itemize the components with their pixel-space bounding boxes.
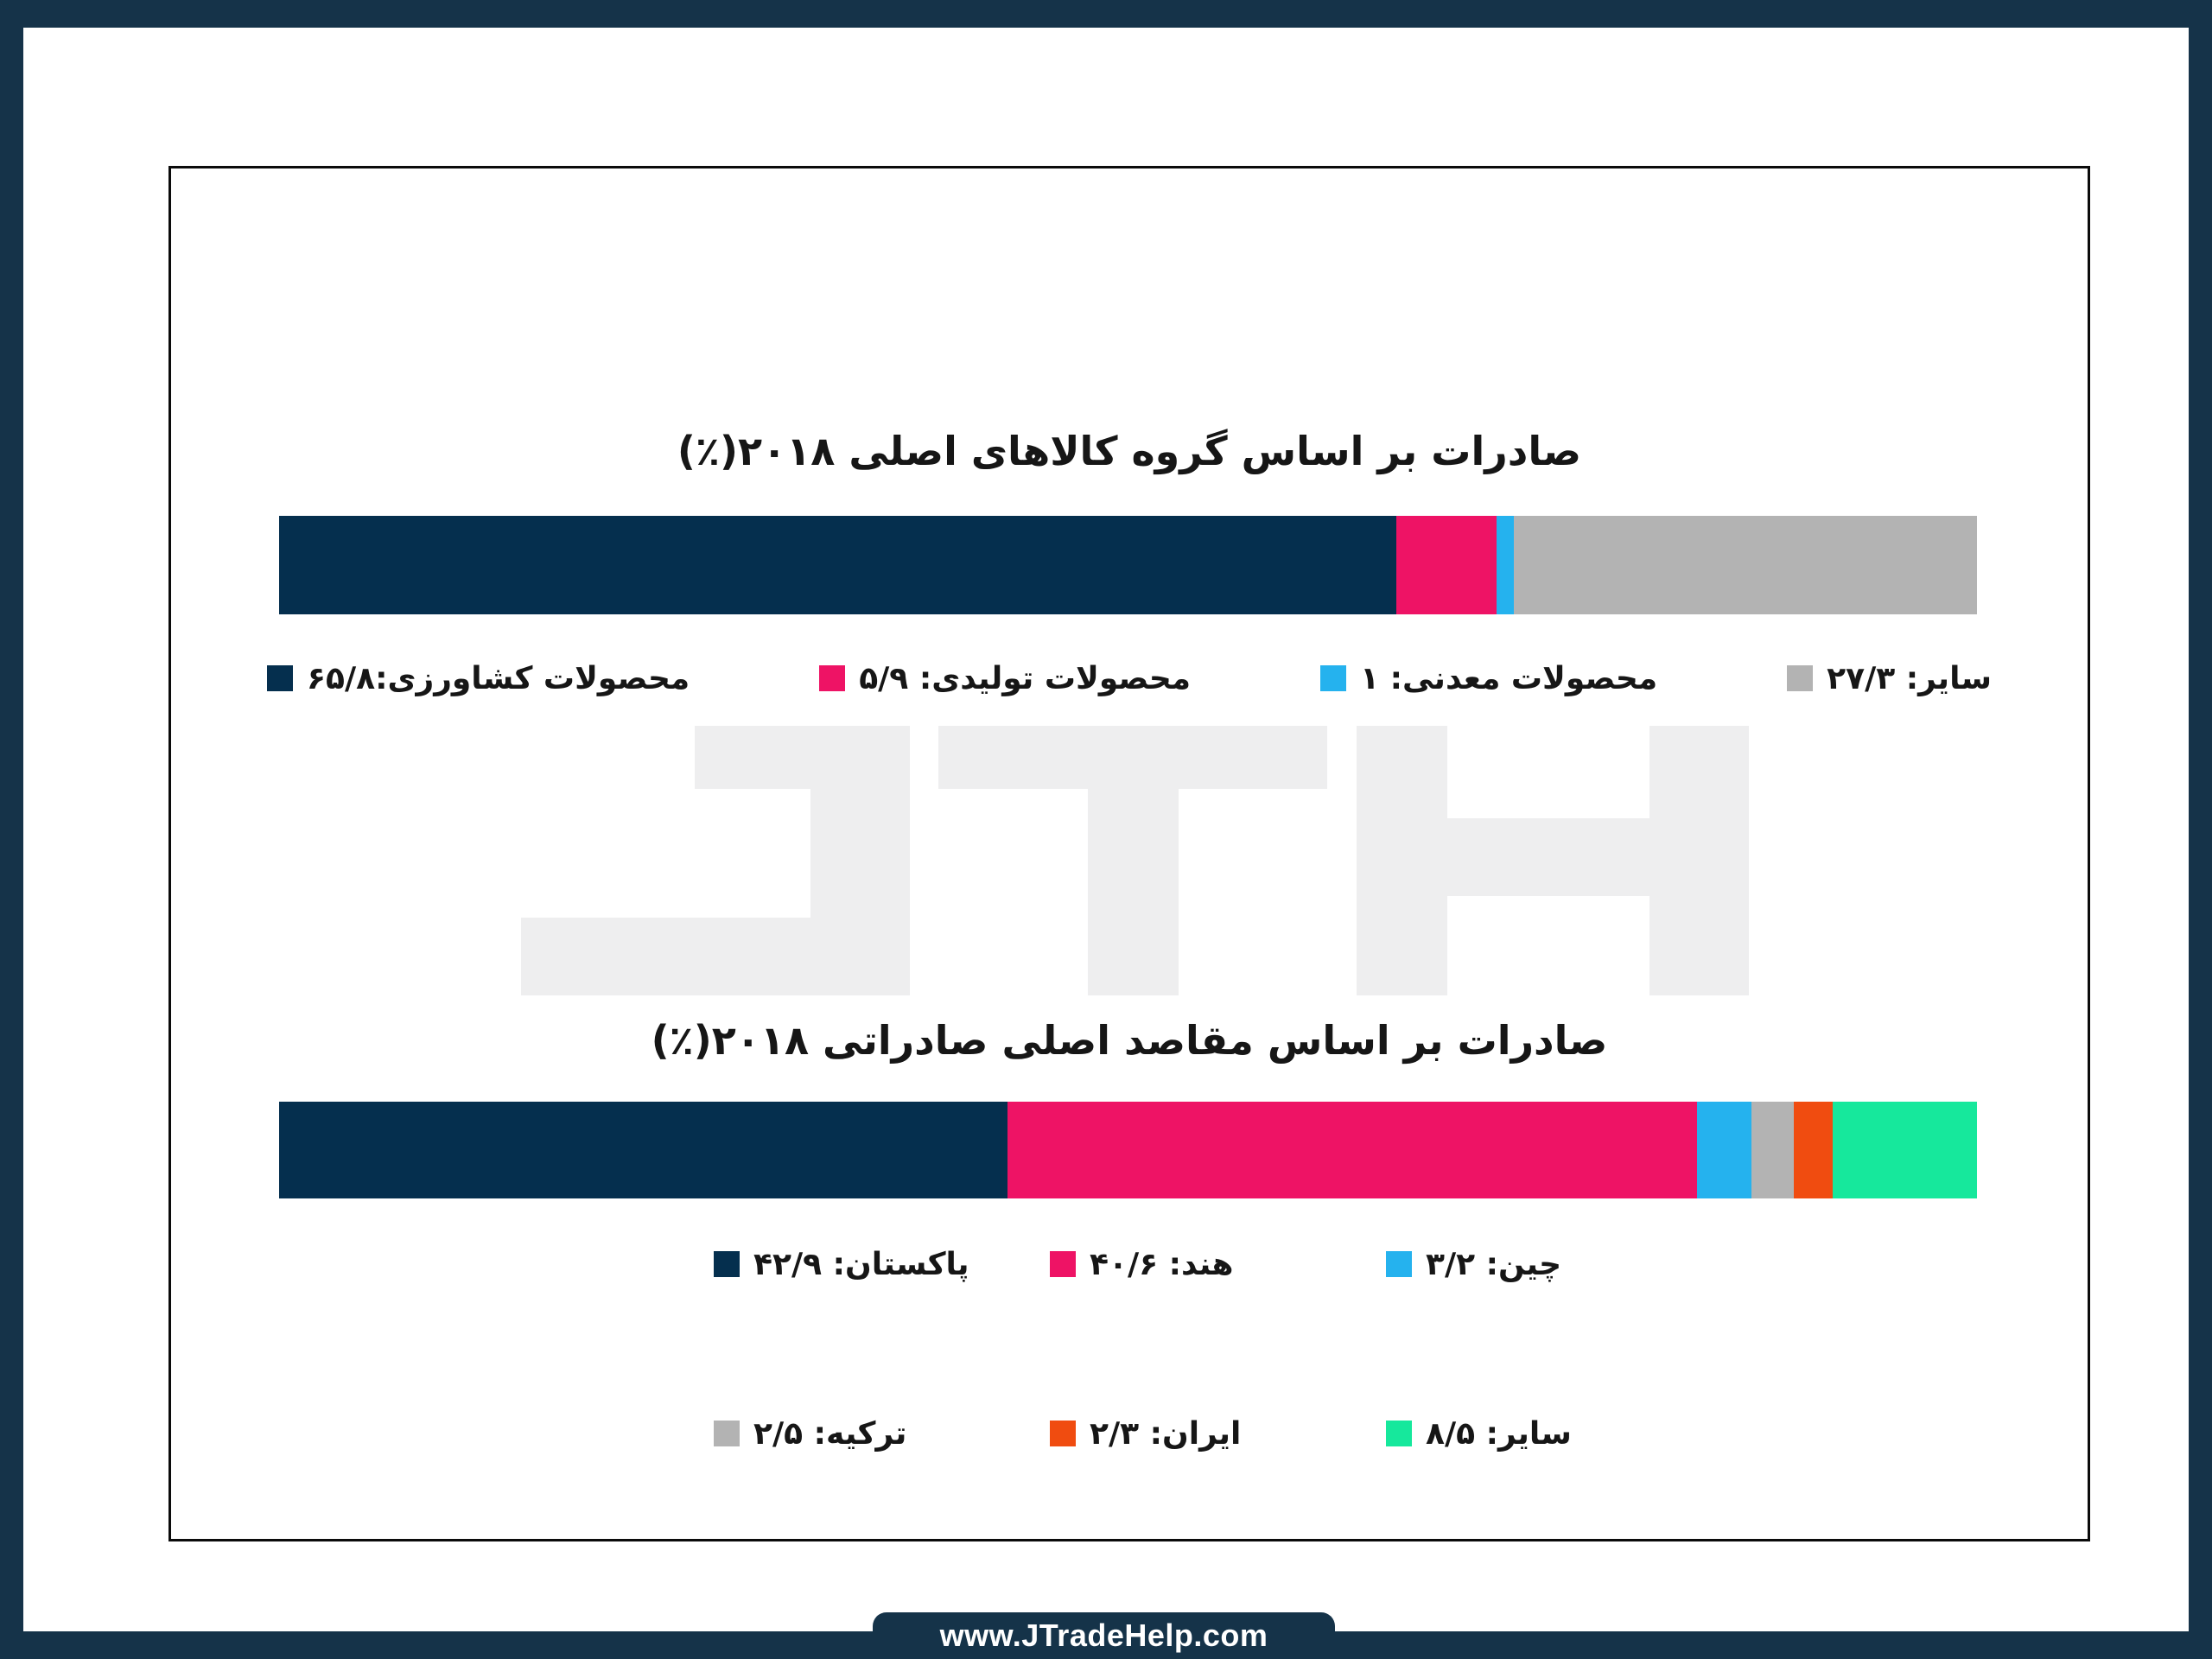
jth-watermark-logo — [521, 726, 1749, 995]
legend-item-pakistan: پاکستان: ۴۲/۹ — [714, 1238, 1050, 1290]
legend-item-iran: ایران: ۲/۳ — [1050, 1408, 1386, 1459]
legend-swatch-agricultural-products — [267, 665, 293, 691]
bar-segment-china — [1696, 1102, 1751, 1198]
bar-segment-other — [1832, 1102, 1977, 1198]
legend-label-pakistan: پاکستان: ۴۲/۹ — [753, 1246, 969, 1282]
chart1-title: صادرات بر اساس گروه کالاهای اصلی ۲۰۱۸(٪) — [677, 428, 1582, 474]
chart2-title: صادرات بر اساس مقاصد اصلی صادراتی ۲۰۱۸(٪… — [651, 1017, 1608, 1064]
legend-swatch-other — [1386, 1421, 1412, 1446]
bar-segment-india — [1007, 1102, 1697, 1198]
jth-logo-icon — [521, 726, 1749, 995]
chart2-legend: پاکستان: ۴۲/۹ هند: ۴۰/۶ چین: ۳/۲ ترکیه: ۲/۵… — [714, 1238, 1722, 1459]
website-url: www.JTradeHelp.com — [939, 1618, 1268, 1653]
legend-swatch-india — [1050, 1251, 1076, 1277]
legend-swatch-iran — [1050, 1421, 1076, 1446]
bar-segment-agricultural-products — [279, 516, 1396, 614]
legend-swatch-mineral-products — [1320, 665, 1347, 691]
legend-item-agricultural-products: محصولات کشاورزی:۶۵/۸ — [267, 652, 690, 704]
legend-label-other: سایر: ۲۷/۳ — [1827, 660, 1992, 696]
legend-swatch-pakistan — [714, 1251, 740, 1277]
chart1-legend: محصولات کشاورزی:۶۵/۸ محصولات تولیدی: ۵/۹ م… — [171, 652, 2088, 704]
legend-item-china: چین: ۳/۲ — [1386, 1238, 1722, 1290]
legend-label-turkey: ترکیه: ۲/۵ — [753, 1415, 907, 1452]
chart2-stacked-bar — [279, 1102, 1977, 1198]
legend-swatch-manufactured-products — [819, 665, 846, 691]
website-tab: www.JTradeHelp.com — [873, 1612, 1335, 1659]
legend-label-india: هند: ۴۰/۶ — [1090, 1246, 1234, 1282]
bar-segment-other — [1513, 516, 1977, 614]
legend-swatch-china — [1386, 1251, 1412, 1277]
bar-segment-mineral-products — [1496, 516, 1514, 614]
chart-container: صادرات بر اساس گروه کالاهای اصلی ۲۰۱۸(٪)… — [168, 166, 2090, 1541]
legend-label-agricultural-products: محصولات کشاورزی:۶۵/۸ — [307, 660, 690, 696]
bar-segment-turkey — [1751, 1102, 1794, 1198]
bar-segment-manufactured-products — [1395, 516, 1497, 614]
legend-item-mineral-products: محصولات معدنی: ۱ — [1320, 652, 1657, 704]
legend-label-china: چین: ۳/۲ — [1426, 1246, 1562, 1282]
chart1-stacked-bar — [279, 516, 1977, 614]
legend-label-other: سایر: ۸/۵ — [1426, 1415, 1572, 1452]
legend-item-manufactured-products: محصولات تولیدی: ۵/۹ — [819, 652, 1191, 704]
legend-swatch-other — [1787, 665, 1814, 691]
bar-segment-pakistan — [279, 1102, 1007, 1198]
legend-item-other: سایر: ۲۷/۳ — [1787, 652, 1992, 704]
legend-label-mineral-products: محصولات معدنی: ۱ — [1360, 660, 1658, 696]
legend-item-other: سایر: ۸/۵ — [1386, 1408, 1722, 1459]
bar-segment-iran — [1793, 1102, 1833, 1198]
legend-swatch-turkey — [714, 1421, 740, 1446]
legend-item-turkey: ترکیه: ۲/۵ — [714, 1408, 1050, 1459]
page-background: صادرات بر اساس گروه کالاهای اصلی ۲۰۱۸(٪)… — [23, 28, 2189, 1631]
legend-item-india: هند: ۴۰/۶ — [1050, 1238, 1386, 1290]
legend-label-iran: ایران: ۲/۳ — [1090, 1415, 1242, 1452]
legend-label-manufactured-products: محصولات تولیدی: ۵/۹ — [859, 660, 1192, 696]
